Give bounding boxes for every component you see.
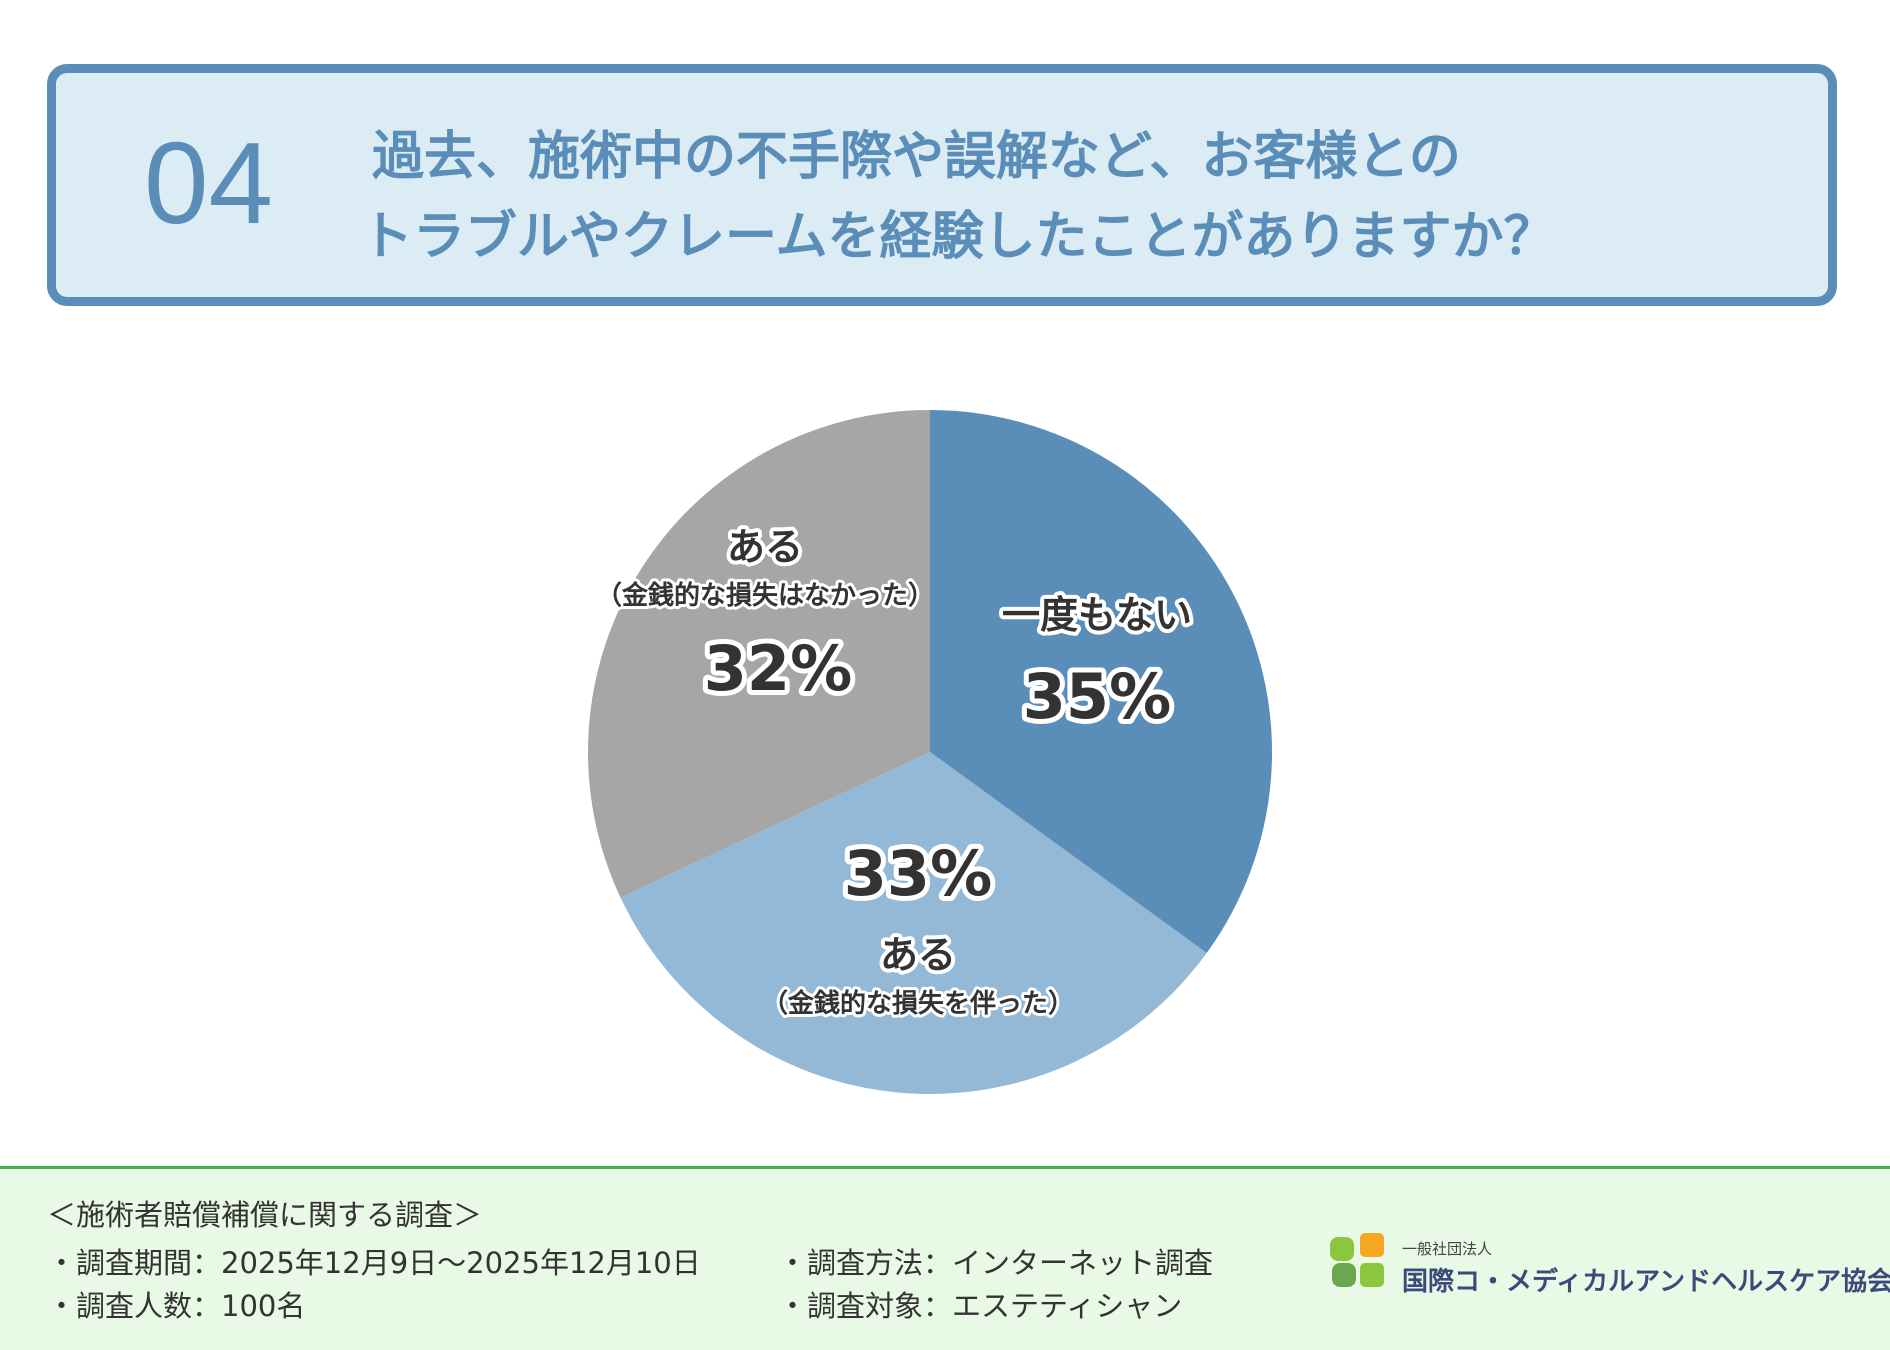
slice-label-0: 一度もない	[1002, 593, 1192, 637]
logo-square-green-tl	[1330, 1237, 1354, 1261]
pie-chart: 一度もない 35% ある 33% （金銭的な損失を伴った） ある 32% （金銭的な損失はなか…	[587, 410, 1273, 1095]
pie-slice-1	[620, 752, 1207, 1095]
slice-value-1: 33%	[844, 837, 992, 910]
question-header: 04 過去、施術中の不手際や誤解など、お客様との トラブルやクレームを経験したこ…	[47, 64, 1837, 306]
survey-method: ・調査方法：インターネット調査	[778, 1246, 1214, 1280]
question-text-line2: トラブルやクレームを経験したことがありますか？	[361, 207, 1556, 267]
association-logo-icon	[1330, 1233, 1384, 1287]
pie-slice-2	[587, 410, 930, 898]
logo-square-green-br	[1360, 1263, 1384, 1287]
slice-label-2: ある	[727, 525, 803, 569]
logo-square-green-bl	[1332, 1263, 1356, 1287]
survey-footer: ＜施術者賠償補償に関する調査＞ ・調査期間：2025年12月9日～2025年12…	[0, 1166, 1890, 1350]
question-number: 04	[144, 118, 274, 248]
survey-count: ・調査人数：100名	[47, 1289, 306, 1323]
slice-label-1: ある	[880, 933, 956, 977]
survey-title: ＜施術者賠償補償に関する調査＞	[47, 1198, 483, 1232]
slice-value-2: 32%	[704, 632, 852, 705]
slice-value-0: 35%	[1023, 660, 1171, 733]
slice-sublabel-1: （金銭的な損失を伴った）	[762, 988, 1074, 1019]
logo-square-orange	[1360, 1233, 1384, 1257]
survey-period: ・調査期間：2025年12月9日～2025年12月10日	[47, 1246, 701, 1280]
slice-sublabel-2: （金銭的な損失はなかった）	[596, 580, 934, 611]
pie-slice-0	[930, 410, 1273, 954]
logo-subtitle: 一般社団法人	[1402, 1240, 1493, 1258]
survey-target: ・調査対象：エステティシャン	[778, 1289, 1183, 1323]
question-text-line1: 過去、施術中の不手際や誤解など、お客様との	[372, 127, 1461, 187]
logo-name: 国際コ・メディカルアンドヘルスケア協会	[1402, 1267, 1890, 1297]
